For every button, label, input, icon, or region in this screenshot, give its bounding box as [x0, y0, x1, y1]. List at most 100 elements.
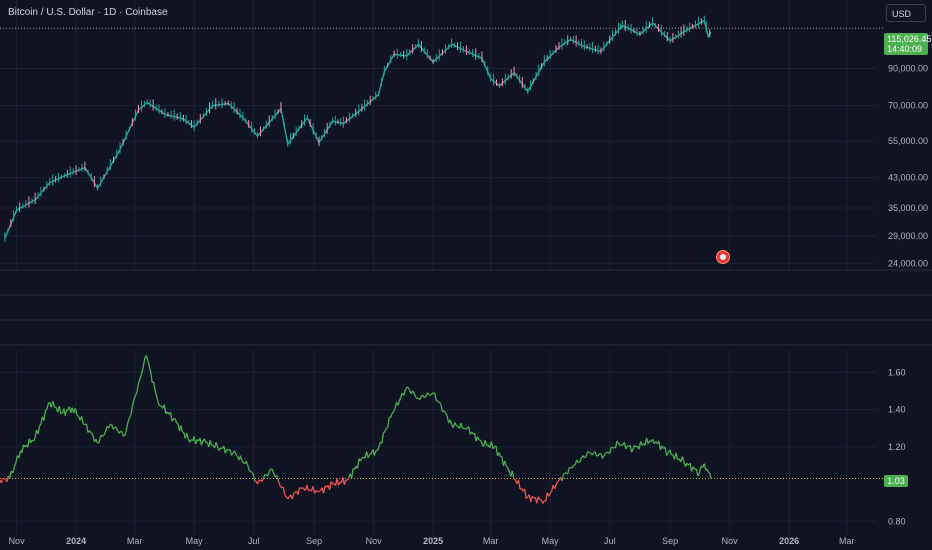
indicator-segment	[136, 383, 140, 393]
indicator-segment	[95, 438, 99, 444]
indicator-segment	[361, 456, 364, 459]
indicator-segment	[584, 455, 587, 459]
indicator-segment	[176, 422, 179, 425]
indicator-segment	[634, 444, 637, 448]
indicator-y-tick-label: 1.20	[888, 442, 906, 452]
indicator-segment	[638, 441, 642, 450]
price-line	[4, 19, 712, 239]
indicator-segment	[152, 381, 156, 391]
indicator-segment	[442, 410, 445, 413]
indicator-segment	[553, 484, 557, 490]
indicator-segment	[619, 444, 622, 447]
indicator-segment	[271, 468, 275, 474]
indicator-segment	[101, 434, 105, 438]
indicator-segment	[393, 408, 396, 412]
x-tick-label: Jul	[248, 536, 260, 546]
indicator-segment	[6, 475, 10, 482]
indicator-segment	[594, 451, 598, 457]
x-tick-label: May	[186, 536, 204, 546]
indicator-segment	[597, 453, 600, 457]
indicator-segment	[706, 468, 709, 473]
x-tick-label: Mar	[483, 536, 499, 546]
us-flag-event-icon[interactable]	[716, 250, 730, 264]
indicator-segment	[549, 491, 553, 494]
indicator-segment	[387, 417, 390, 428]
indicator-segment	[437, 400, 440, 403]
indicator-segment	[367, 453, 371, 459]
indicator-segment	[127, 417, 131, 423]
indicator-segment	[37, 426, 41, 435]
indicator-segment	[404, 386, 408, 391]
indicator-segment	[591, 452, 595, 456]
indicator-segment	[468, 426, 471, 435]
time-axis: Nov 2024 Mar May Jul Sep Nov 2025 Mar May Jul Sep No…	[9, 536, 855, 546]
indicator-segment	[297, 487, 301, 495]
x-tick-label: Nov	[9, 536, 26, 546]
indicator-segment	[609, 446, 612, 454]
indicator-segment	[112, 427, 116, 430]
indicator-segment	[261, 478, 264, 482]
indicator-segment	[180, 425, 184, 433]
indicator-segment	[15, 455, 19, 463]
pane-dividers	[0, 269, 932, 346]
indicator-segment	[287, 496, 290, 500]
indicator-segment	[524, 488, 527, 499]
indicator-segment	[154, 390, 158, 397]
price-y-tick-label: 35,000.00	[888, 203, 928, 213]
last-price-value: 115,026.45	[887, 34, 932, 44]
indicator-segment	[346, 477, 350, 481]
indicator-segment	[139, 373, 143, 379]
indicator-segment	[537, 496, 541, 500]
x-tick-label: 2026	[779, 536, 799, 546]
indicator-segment	[625, 445, 628, 450]
indicator-segment	[359, 457, 363, 462]
indicator-segment	[435, 399, 439, 402]
indicator-segment	[224, 449, 228, 454]
indicator-segment	[203, 438, 207, 443]
indicator-segment	[531, 495, 535, 499]
indicator-segment	[302, 487, 305, 490]
indicator-segment	[0, 478, 4, 484]
price-series	[0, 15, 884, 242]
indicator-segment	[428, 393, 431, 397]
currency-button[interactable]: USD	[886, 4, 926, 22]
indicator-segment	[104, 426, 108, 433]
indicator-segment	[233, 450, 237, 456]
indicator-segment	[689, 462, 693, 472]
indicator-segment	[256, 480, 260, 485]
indicator-segment	[169, 412, 173, 422]
indicator-segment	[407, 387, 411, 391]
indicator-segment	[570, 466, 573, 469]
indicator-segment	[351, 468, 354, 479]
indicator-segment	[703, 463, 707, 471]
indicator-segment	[171, 418, 175, 422]
indicator-segment	[623, 442, 627, 450]
indicator-segment	[446, 415, 450, 423]
indicator-segment	[391, 411, 395, 414]
indicator-segment	[390, 413, 393, 418]
indicator-segment	[293, 491, 296, 495]
indicator-segment	[85, 423, 89, 433]
indicator-segment	[587, 451, 590, 453]
indicator-segment	[561, 474, 565, 481]
indicator-segment	[675, 452, 679, 460]
indicator-segment	[588, 451, 591, 454]
indicator-segment	[604, 451, 608, 455]
indicator-segment	[501, 456, 505, 466]
indicator-segment	[440, 403, 444, 412]
indicator-segment	[250, 470, 253, 473]
indicator-segment	[322, 485, 326, 494]
x-tick-label: Mar	[127, 536, 143, 546]
indicator-segment	[507, 467, 510, 472]
indicator-segment	[52, 400, 56, 408]
indicator-segment	[579, 457, 582, 463]
indicator-segment	[555, 481, 559, 486]
indicator-segment	[128, 414, 132, 419]
indicator-segment	[384, 428, 387, 432]
indicator-segment	[649, 440, 652, 443]
price-y-tick-label: 24,000.00	[888, 259, 928, 269]
indicator-segment	[513, 478, 516, 481]
indicator-segment	[133, 395, 137, 400]
indicator-segment	[150, 371, 153, 383]
